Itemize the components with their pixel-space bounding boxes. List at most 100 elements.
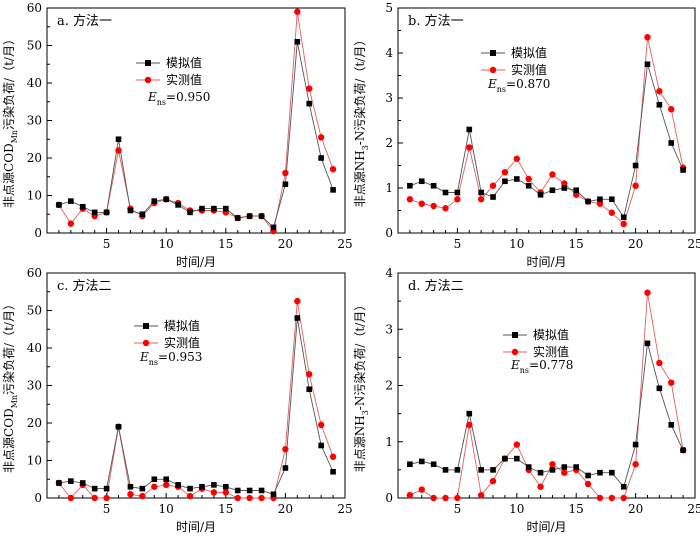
x-axis-title: 时间/月	[176, 520, 216, 534]
simulated-point	[680, 167, 686, 173]
ens-subscript: ns	[157, 98, 166, 107]
ens-value: =0.953	[158, 350, 202, 364]
measured-point	[489, 182, 497, 189]
y-axis-title-subscript: Mn	[10, 130, 19, 143]
y-tick-label: 40	[27, 341, 42, 355]
legend-measured-marker	[142, 339, 150, 347]
measured-series-line	[409, 292, 684, 499]
simulated-point	[151, 476, 158, 483]
x-tick-label: 20	[278, 237, 293, 251]
measured-point	[477, 196, 485, 203]
x-tick-label: 25	[337, 502, 352, 516]
measured-point	[644, 289, 651, 296]
measured-point	[127, 491, 134, 498]
simulated-point	[490, 194, 496, 200]
legend-measured-marker	[489, 66, 497, 74]
measured-point	[584, 480, 592, 488]
y-tick-label: 30	[27, 379, 42, 393]
x-tick-label: 10	[509, 502, 524, 516]
x-tick-label: 10	[509, 237, 524, 251]
simulated-point	[525, 182, 532, 189]
measured-point	[418, 200, 425, 207]
simulated-point	[282, 465, 289, 471]
simulated-point	[466, 126, 473, 133]
y-tick-label: 2	[385, 379, 393, 393]
simulated-point	[418, 178, 425, 185]
measured-point	[163, 481, 170, 489]
simulated-point	[609, 196, 615, 203]
y-tick-label: 1	[385, 181, 393, 195]
simulated-point	[270, 224, 277, 231]
y-tick-label: 10	[27, 189, 42, 203]
x-tick-label: 15	[218, 502, 233, 516]
x-tick-label: 20	[628, 502, 643, 516]
simulated-point	[282, 181, 289, 188]
x-tick-label: 10	[159, 502, 174, 516]
ens-annotation: Ens=0.953	[139, 350, 202, 367]
measured-series-line	[58, 11, 334, 233]
x-tick-label: 15	[218, 237, 233, 251]
measured-point	[466, 421, 473, 429]
legend-simulated-label: 模拟值	[511, 45, 547, 60]
legend-measured-marker	[144, 76, 152, 84]
legend-simulated-marker	[143, 323, 149, 329]
measured-point	[103, 494, 110, 502]
ens-value: =0.870	[506, 77, 550, 91]
simulated-point	[103, 485, 110, 492]
simulated-point	[211, 205, 217, 212]
simulated-point	[56, 202, 62, 208]
ens-subscript: ns	[149, 358, 158, 367]
legend-simulated-marker	[512, 332, 518, 338]
plot-frame	[397, 272, 696, 499]
measured-point	[442, 205, 449, 212]
simulated-point	[430, 461, 437, 468]
measured-point	[282, 169, 289, 177]
ens-value: =0.778	[529, 358, 573, 372]
measured-point	[442, 494, 449, 502]
measured-point	[329, 166, 337, 173]
simulated-point	[234, 215, 241, 221]
y-tick-label: 3	[385, 91, 393, 105]
measured-point	[67, 494, 75, 502]
x-tick-label: 10	[159, 237, 174, 251]
plot-frame	[46, 272, 346, 499]
measured-point	[489, 477, 497, 485]
y-tick-label: 3	[385, 322, 393, 336]
y-axis-title-suffix: -N污染负荷/（t/月）	[352, 34, 367, 145]
simulated-point	[537, 191, 544, 198]
measured-point	[306, 85, 313, 92]
simulated-point	[525, 464, 532, 470]
measured-point	[329, 453, 337, 460]
y-tick-label: 60	[27, 266, 42, 280]
ens-subscript: ns	[497, 85, 506, 94]
measured-point	[596, 494, 604, 502]
simulated-point	[585, 198, 591, 205]
simulated-point	[175, 202, 181, 208]
legend-simulated-marker	[145, 60, 151, 66]
measured-point	[632, 461, 639, 468]
simulated-point	[187, 485, 193, 492]
legend-measured-label: 实测值	[166, 72, 202, 87]
ens-value: =0.950	[166, 90, 210, 104]
plot-frame	[46, 7, 346, 234]
chart-panel-a: 5 10 15 20 25 0 10 20 30 40 50 60 时间/月 非点源CODMn污染负荷/（…	[1, 1, 353, 269]
simulated-point	[466, 410, 473, 417]
y-tick-label: 30	[27, 114, 42, 128]
y-tick-label: 0	[34, 491, 42, 505]
y-axis-title-suffix: -N污染负荷/（t/月）	[352, 299, 367, 410]
measured-point	[317, 134, 325, 141]
measured-point	[115, 147, 122, 154]
measured-point	[537, 483, 544, 490]
measured-point	[620, 494, 627, 502]
simulated-point	[442, 189, 449, 196]
measured-point	[246, 494, 253, 502]
simulated-point	[211, 482, 217, 488]
y-axis-title: 非点源NH3-N污染负荷/（t/月）	[352, 299, 370, 473]
y-axis-title-subscript: Mn	[10, 395, 19, 408]
simulated-point	[79, 203, 86, 210]
chart-panel-b: 5 10 15 20 25012345时间/月非点源NH3-N污染负荷/（t/月）b. …	[352, 1, 700, 269]
measured-point	[91, 494, 98, 502]
simulated-point	[502, 455, 508, 462]
simulated-point	[115, 136, 122, 143]
